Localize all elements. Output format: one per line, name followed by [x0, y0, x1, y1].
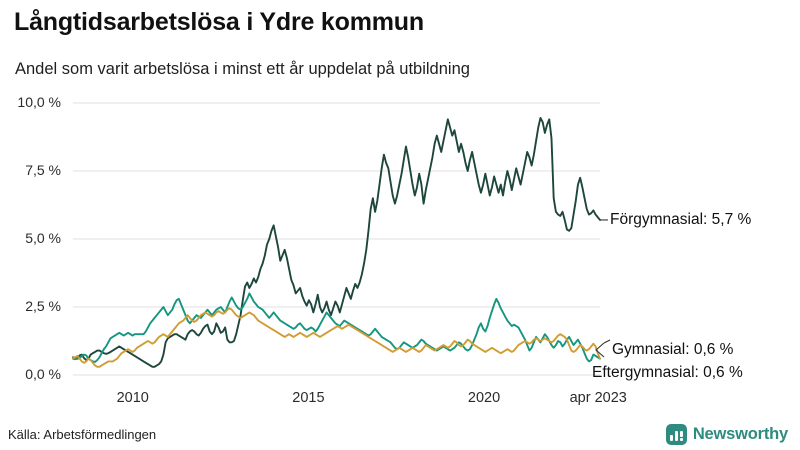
x-axis-tick-label: 2010	[116, 390, 149, 406]
series-annotation-eftergymnasial: Eftergymnasial: 0,6 %	[592, 364, 743, 381]
y-axis-tick-label: 5,0 %	[25, 230, 61, 246]
x-axis-tick-label: apr 2023	[569, 390, 627, 406]
chart-subtitle: Andel som varit arbetslösa i minst ett å…	[15, 60, 470, 78]
x-axis-tick-label: 2020	[467, 390, 501, 406]
logo-text: Newsworthy	[692, 425, 788, 443]
x-axis-tick-label: 2015	[292, 390, 325, 406]
y-axis-tick-label: 2,5 %	[25, 298, 61, 314]
series-annotation-gymnasial: Gymnasial: 0,6 %	[612, 341, 734, 358]
series-annotation-forgymnasial: Förgymnasial: 5,7 %	[610, 211, 752, 228]
bar-chart-icon	[665, 424, 687, 445]
y-axis-tick-label: 10,0 %	[17, 94, 61, 110]
y-axis-tick-label: 7,5 %	[25, 162, 61, 178]
y-axis-tick-label: 0,0 %	[25, 366, 61, 382]
page-title: Långtidsarbetslösa i Ydre kommun	[14, 8, 424, 36]
source-note: Källa: Arbetsförmedlingen	[8, 427, 157, 442]
newsworthy-logo: Newsworthy	[665, 424, 788, 445]
